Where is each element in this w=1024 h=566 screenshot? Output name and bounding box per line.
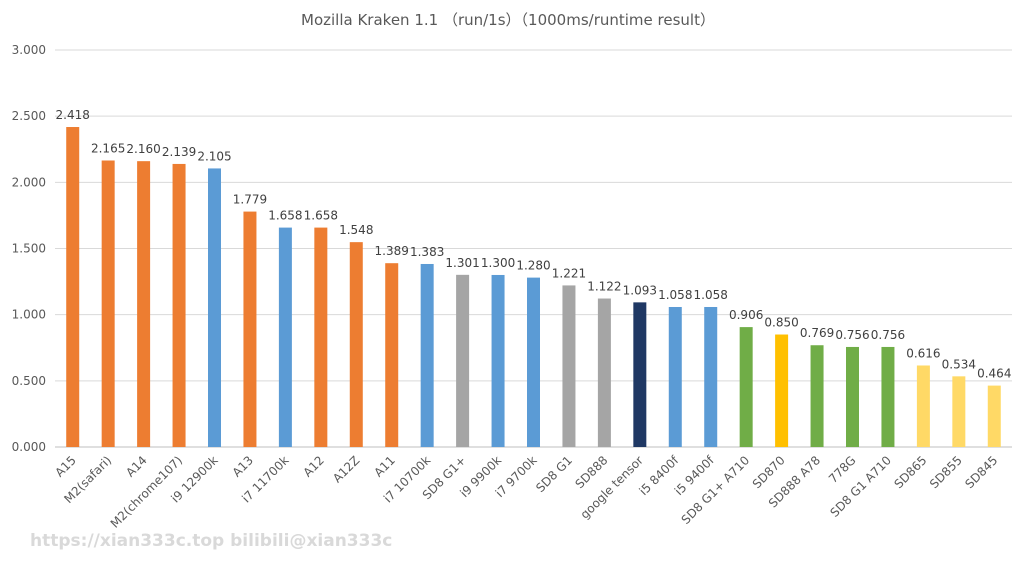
x-tick-label: A13 <box>230 453 257 480</box>
bar-15 <box>562 285 576 447</box>
bar-21 <box>775 334 789 447</box>
data-label: 1.058 <box>658 288 692 302</box>
data-label: 2.160 <box>126 142 160 156</box>
data-label: 0.756 <box>871 328 905 342</box>
y-axis-ticks: 0.000 0.500 1.000 1.500 2.000 2.500 3.000 <box>12 43 46 454</box>
y-tick-label: 3.000 <box>12 43 46 57</box>
x-tick-label: A14 <box>123 453 150 480</box>
bar-18 <box>668 306 682 447</box>
bar-8 <box>314 227 328 447</box>
bar-24 <box>881 346 895 447</box>
x-tick-label: google tensor <box>578 453 646 521</box>
data-label: 1.389 <box>375 244 409 258</box>
data-label: 1.300 <box>481 256 515 270</box>
data-label: 1.280 <box>516 259 550 273</box>
x-tick-label: SD865 <box>891 453 929 491</box>
data-label: 1.383 <box>410 245 444 259</box>
bar-2 <box>101 160 115 447</box>
bar-10 <box>385 263 399 447</box>
bars <box>66 127 1001 447</box>
y-tick-label: 2.000 <box>12 175 46 189</box>
data-label: 1.221 <box>552 266 586 280</box>
bar-9 <box>349 242 363 447</box>
bar-6 <box>243 211 257 447</box>
bar-27 <box>987 385 1001 447</box>
data-label: 1.301 <box>445 256 479 270</box>
data-label: 1.548 <box>339 223 373 237</box>
x-tick-label: A15 <box>52 453 79 480</box>
data-label: 0.534 <box>942 357 976 371</box>
bar-16 <box>597 298 611 447</box>
bar-13 <box>491 274 505 447</box>
data-label: 0.756 <box>835 328 869 342</box>
data-label: 1.779 <box>233 193 267 207</box>
bar-11 <box>420 263 434 447</box>
data-label: 2.165 <box>91 141 125 155</box>
bar-19 <box>704 306 718 447</box>
watermark: https://xian333c.top bilibili@xian333c <box>30 531 392 551</box>
y-tick-label: 2.500 <box>12 109 46 123</box>
x-tick-label: SD8 G1 <box>533 453 575 495</box>
bar-20 <box>739 327 753 447</box>
bar-4 <box>172 163 186 447</box>
data-label: 1.658 <box>268 209 302 223</box>
x-tick-label: A12Z <box>330 453 362 485</box>
bar-14 <box>527 277 540 447</box>
bar-26 <box>952 376 966 447</box>
data-label: 1.058 <box>694 288 728 302</box>
data-label: 1.093 <box>623 283 657 297</box>
data-label: 2.105 <box>197 149 231 163</box>
data-label: 1.658 <box>304 209 338 223</box>
chart-title: Mozilla Kraken 1.1 （run/1s）（1000ms/runti… <box>301 11 715 29</box>
y-tick-label: 0.000 <box>12 440 46 454</box>
bar-17 <box>633 302 647 447</box>
x-tick-label: A12 <box>300 453 327 480</box>
bar-7 <box>278 227 292 447</box>
data-label: 0.464 <box>977 367 1011 381</box>
bar-5 <box>208 168 221 447</box>
bar-25 <box>916 365 930 447</box>
data-label: 0.616 <box>906 346 940 360</box>
bar-3 <box>137 161 151 447</box>
y-tick-label: 1.500 <box>12 242 46 256</box>
x-tick-label: SD845 <box>962 453 1000 491</box>
bar-12 <box>456 274 470 447</box>
y-tick-label: 0.500 <box>12 374 46 388</box>
bar-1 <box>66 127 80 447</box>
data-label: 0.769 <box>800 326 834 340</box>
bar-23 <box>846 346 859 447</box>
data-label: 0.850 <box>764 316 798 330</box>
data-label: 2.418 <box>56 108 90 122</box>
bar-22 <box>810 345 824 447</box>
data-label: 1.122 <box>587 280 621 294</box>
data-label: 2.139 <box>162 145 196 159</box>
x-tick-label: 778G <box>826 453 859 486</box>
y-tick-label: 1.000 <box>12 308 46 322</box>
data-label: 0.906 <box>729 308 763 322</box>
x-tick-label: A11 <box>371 453 398 480</box>
x-tick-label: SD855 <box>927 453 965 491</box>
